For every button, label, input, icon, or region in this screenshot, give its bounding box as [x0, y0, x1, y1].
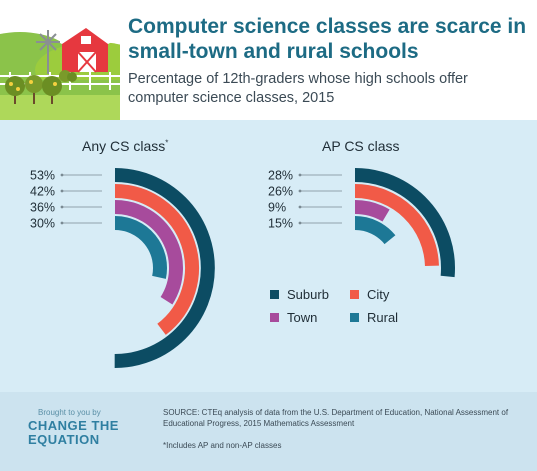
- data-label-ap-cs-suburb: 28%: [268, 169, 293, 183]
- leader-dot-ap-cs-city: [298, 189, 302, 193]
- arc-ap-cs-city: [354, 184, 439, 267]
- leader-dot-any-cs-city: [60, 189, 64, 193]
- leader-dot-ap-cs-town: [298, 205, 302, 209]
- leader-dot-any-cs-town: [60, 205, 64, 209]
- leader-dot-any-cs-suburb: [60, 173, 64, 177]
- legend-swatch-rural: [350, 313, 359, 322]
- source-note: SOURCE: CTEq analysis of data from the U…: [163, 408, 509, 428]
- page-subtitle: Percentage of 12th-graders whose high sc…: [128, 71, 468, 106]
- data-label-any-cs-suburb: 53%: [30, 169, 55, 183]
- data-label-ap-cs-town: 9%: [268, 201, 286, 215]
- arc-any-cs-city: [114, 184, 199, 335]
- data-label-ap-cs-city: 26%: [268, 185, 293, 199]
- legend-swatch-suburb: [270, 290, 279, 299]
- footnote: *Includes AP and non-AP classes: [163, 441, 282, 450]
- chart-title-ap-cs: AP CS class: [322, 138, 400, 154]
- arc-ap-cs-suburb: [354, 168, 455, 278]
- page-title: Computer science classes are scarce in s…: [128, 15, 527, 63]
- farm-illustration: [0, 0, 120, 120]
- change-the-equation-logo: CHANGE THE EQUATION: [28, 418, 119, 447]
- legend-swatch-city: [350, 290, 359, 299]
- leader-dot-ap-cs-suburb: [298, 173, 302, 177]
- header: Computer science classes are scarce in s…: [0, 0, 537, 120]
- data-label-any-cs-town: 36%: [30, 201, 55, 215]
- data-label-any-cs-rural: 30%: [30, 217, 55, 231]
- legend-item-city: City: [350, 287, 389, 302]
- leader-dot-ap-cs-rural: [298, 221, 302, 225]
- legend-item-rural: Rural: [350, 310, 398, 325]
- brought-to-you-by: Brought to you by: [38, 408, 101, 417]
- legend-item-town: Town: [270, 310, 317, 325]
- arc-any-cs-rural: [114, 216, 167, 279]
- radial-bar-charts: 53% 42% 36% 30% 28% 26% 9% 15%: [30, 168, 455, 369]
- arc-any-cs-suburb: [114, 168, 215, 369]
- arc-ap-cs-town: [354, 200, 390, 222]
- legend-swatch-town: [270, 313, 279, 322]
- leader-dot-any-cs-rural: [60, 221, 64, 225]
- arc-ap-cs-rural: [354, 216, 396, 245]
- arc-any-cs-town: [114, 200, 183, 305]
- legend-item-suburb: Suburb: [270, 287, 329, 302]
- data-label-any-cs-city: 42%: [30, 185, 55, 199]
- data-label-ap-cs-rural: 15%: [268, 217, 293, 231]
- footer: [0, 392, 537, 471]
- chart-title-any-cs: Any CS class*: [82, 138, 169, 154]
